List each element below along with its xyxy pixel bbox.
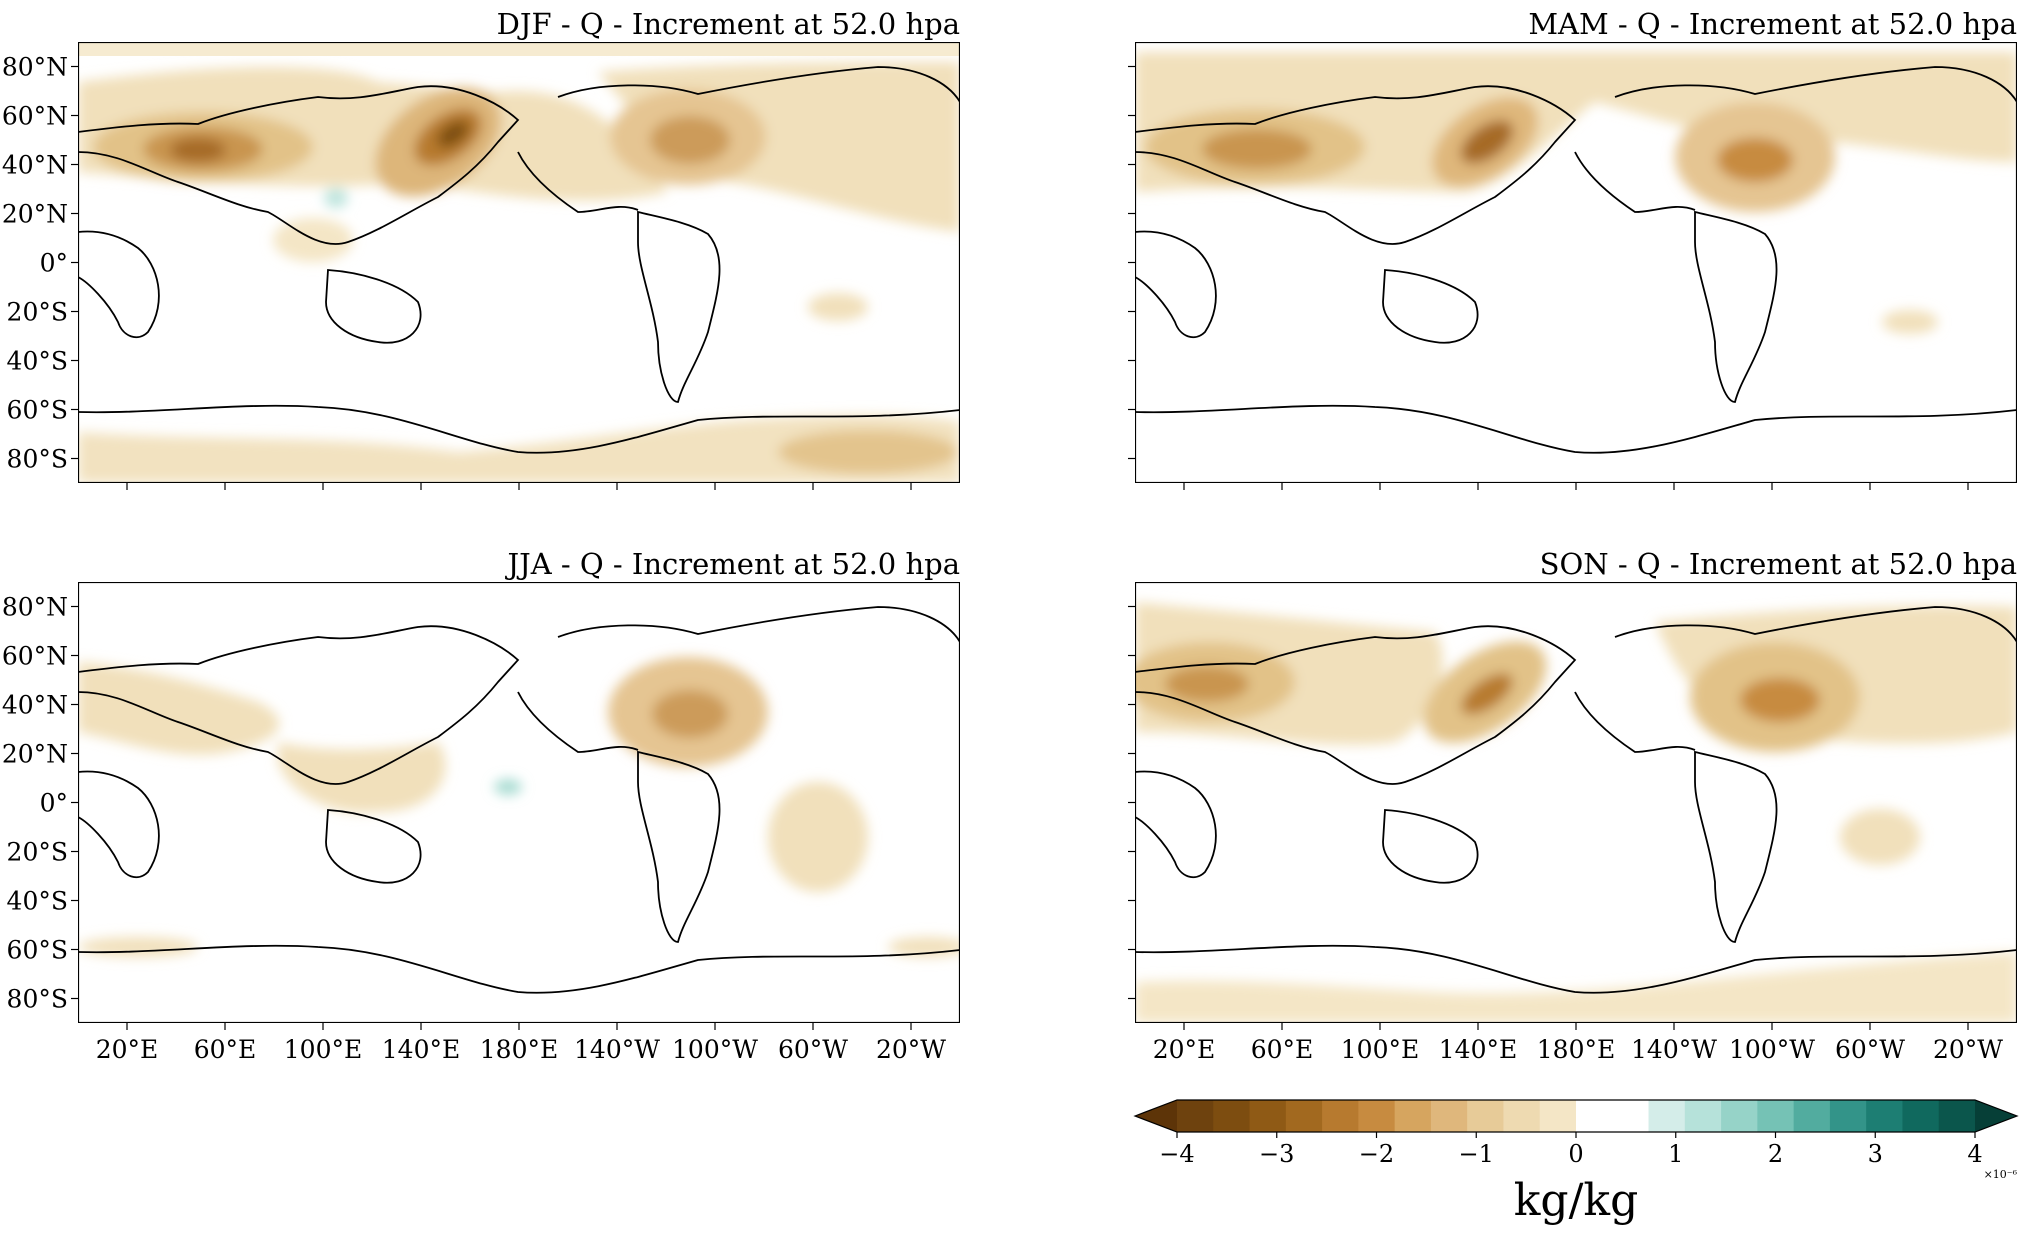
lat-tick-label: 60°N — [2, 102, 68, 131]
lon-tick-label: 180°E — [480, 1035, 558, 1064]
map-djf — [78, 42, 960, 483]
lat-tick-label: 40°N — [2, 151, 68, 180]
colorbar-extend-max — [1975, 1100, 2017, 1132]
coastlines-mam — [1135, 66, 2017, 454]
lat-tick-label: 20°N — [2, 200, 68, 229]
colorbar-segment — [1938, 1100, 1976, 1132]
colorbar-segment — [1829, 1100, 1867, 1132]
lon-tick-label: 140°E — [1439, 1035, 1517, 1064]
lon-tick-label: 140°W — [1631, 1035, 1717, 1064]
lat-tick-label: 40°S — [7, 887, 68, 916]
lon-tick-label: 100°W — [672, 1035, 758, 1064]
lat-tick-label: 80°N — [2, 53, 68, 82]
colorbar-ticks: −4 −3 −2 −1 0 1 2 3 4 — [1159, 1132, 1983, 1168]
lon-tick-label: 20°E — [96, 1035, 159, 1064]
colorbar-tick-label: 1 — [1668, 1140, 1683, 1168]
colorbar-tick-label: −4 — [1159, 1140, 1194, 1168]
colorbar-extend-min — [1135, 1100, 1177, 1132]
coastlines-djf — [78, 66, 960, 454]
lon-tick-label: 20°W — [876, 1035, 946, 1064]
lon-tick-label: 60°E — [194, 1035, 257, 1064]
colorbar-segment — [1757, 1100, 1795, 1132]
colorbar-tick-label: 0 — [1568, 1140, 1583, 1168]
colorbar-segment — [1539, 1100, 1577, 1132]
anomaly-shading-jja — [78, 657, 960, 957]
colorbar-segment — [1684, 1100, 1722, 1132]
lat-tick-label: 20°S — [7, 298, 68, 327]
lat-ticks-right-col — [1128, 65, 1135, 1000]
colorbar-segment — [1358, 1100, 1396, 1132]
panel-title-jja: JJA - Q - Increment at 52.0 hpa — [504, 547, 960, 581]
lon-tick-label: 100°W — [1729, 1035, 1815, 1064]
colorbar-tick-label: −3 — [1259, 1140, 1294, 1168]
lon-tick-label: 180°E — [1537, 1035, 1615, 1064]
colorbar-segment — [1503, 1100, 1541, 1132]
colorbar-segment — [1213, 1100, 1251, 1132]
panel-title-son: SON - Q - Increment at 52.0 hpa — [1540, 547, 2017, 581]
lon-tick-label: 100°E — [1341, 1035, 1419, 1064]
panel-djf: DJF - Q - Increment at 52.0 hpa — [78, 7, 960, 483]
lon-axis-left: 20°E 60°E 100°E 140°E 180°E 140°W 100°W 60°W 20°… — [96, 1023, 946, 1064]
colorbar-segment — [1249, 1100, 1287, 1132]
lat-tick-label: 60°S — [7, 936, 68, 965]
colorbar-segment — [1721, 1100, 1758, 1132]
lat-tick-label: 20°S — [7, 838, 68, 867]
lon-tick-label: 60°W — [778, 1035, 848, 1064]
colorbar-scale-label: ×10⁻⁶ — [1984, 1168, 2018, 1181]
colorbar-segment — [1576, 1100, 1613, 1132]
lon-ticks-top-row — [126, 483, 1969, 490]
lat-tick-label: 80°S — [7, 445, 68, 474]
lat-tick-label: 60°S — [7, 396, 68, 425]
lon-tick-label: 20°E — [1153, 1035, 1216, 1064]
colorbar-segment — [1902, 1100, 1940, 1132]
colorbar-segment — [1430, 1100, 1468, 1132]
panel-mam: MAM - Q - Increment at 52.0 hpa — [1135, 7, 2017, 483]
map-son — [1135, 582, 2017, 1023]
colorbar-segment — [1467, 1100, 1505, 1132]
coastlines-jja — [78, 606, 960, 994]
lon-tick-label: 140°W — [574, 1035, 660, 1064]
panel-title-mam: MAM - Q - Increment at 52.0 hpa — [1528, 7, 2017, 41]
lon-tick-label: 60°W — [1835, 1035, 1905, 1064]
map-mam — [1135, 42, 2017, 483]
lon-tick-label: 60°E — [1251, 1035, 1314, 1064]
colorbar-segment — [1612, 1100, 1650, 1132]
lat-tick-label: 40°S — [7, 347, 68, 376]
colorbar-segment — [1322, 1100, 1359, 1132]
colorbar-segment — [1648, 1100, 1686, 1132]
lat-tick-label: 40°N — [2, 691, 68, 720]
panel-jja: JJA - Q - Increment at 52.0 hpa — [78, 547, 960, 1023]
lat-tick-label: 80°S — [7, 985, 68, 1014]
colorbar-tick-label: −1 — [1459, 1140, 1494, 1168]
colorbar-segment — [1285, 1100, 1323, 1132]
colorbar-segments — [1133, 1099, 2019, 1133]
colorbar-unit-label: kg/kg — [1514, 1175, 1638, 1226]
lat-axis-top: 80°N 60°N 40°N 20°N 0° 20°S 40°S 60°S 80°S — [2, 53, 78, 474]
colorbar-tick-label: −2 — [1359, 1140, 1394, 1168]
colorbar-tick-label: 4 — [1967, 1140, 1982, 1168]
panel-son: SON - Q - Increment at 52.0 hpa — [1135, 547, 2017, 1023]
colorbar-segment — [1866, 1100, 1904, 1132]
colorbar-segment — [1177, 1100, 1214, 1132]
lat-tick-label: 80°N — [2, 593, 68, 622]
lon-axis-right: 20°E 60°E 100°E 140°E 180°E 140°W 100°W 60°W 20°… — [1153, 1023, 2003, 1064]
lon-tick-label: 140°E — [382, 1035, 460, 1064]
colorbar-tick-label: 2 — [1768, 1140, 1783, 1168]
lat-tick-label: 60°N — [2, 642, 68, 671]
colorbar-segment — [1793, 1100, 1831, 1132]
colorbar-tick-label: 3 — [1868, 1140, 1883, 1168]
colorbar-segment — [1394, 1100, 1432, 1132]
anomaly-shading-djf — [78, 62, 960, 483]
lat-tick-label: 0° — [40, 789, 68, 818]
lon-tick-label: 20°W — [1933, 1035, 2003, 1064]
panel-title-djf: DJF - Q - Increment at 52.0 hpa — [497, 7, 960, 41]
coastlines-son — [1135, 606, 2017, 994]
lat-tick-label: 20°N — [2, 740, 68, 769]
map-jja — [78, 582, 960, 1023]
colorbar: −4 −3 −2 −1 0 1 2 3 4 ×10⁻⁶ kg/kg — [1133, 1099, 2019, 1226]
lon-tick-label: 100°E — [284, 1035, 362, 1064]
lat-axis-bottom: 80°N 60°N 40°N 20°N 0° 20°S 40°S 60°S 80°S — [2, 593, 78, 1014]
lat-tick-label: 0° — [40, 249, 68, 278]
